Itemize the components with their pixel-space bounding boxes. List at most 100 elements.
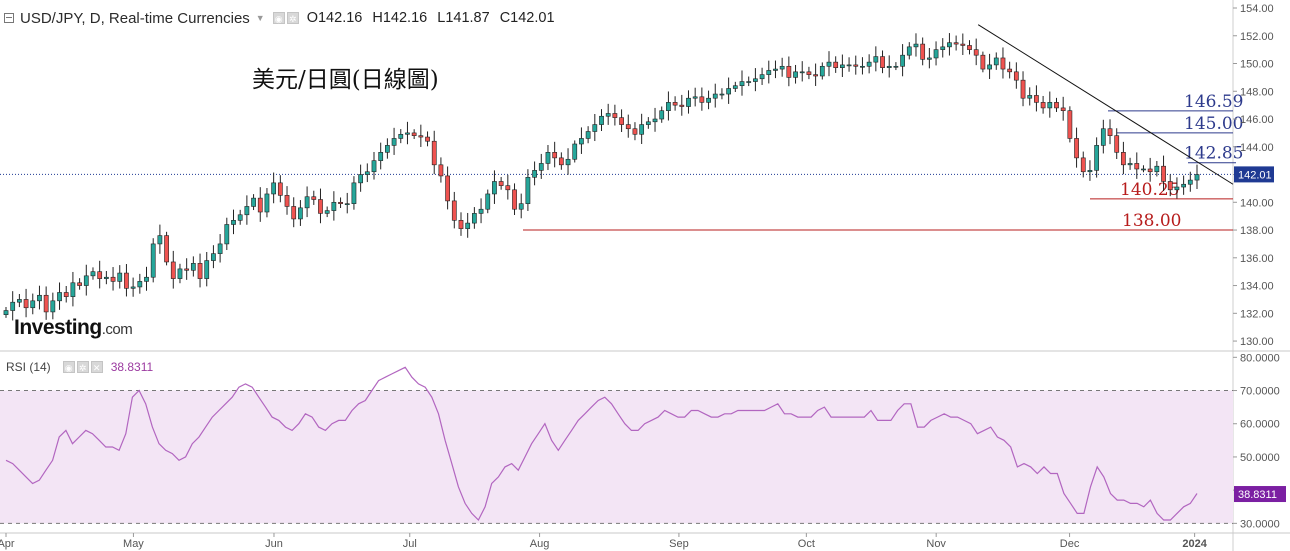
candle-body	[1094, 145, 1100, 171]
candle-body	[739, 81, 745, 87]
candle-body	[773, 68, 778, 71]
candle-body	[157, 235, 163, 245]
window-icon[interactable]	[4, 13, 14, 23]
candle-body	[224, 224, 230, 245]
eye-icon[interactable]: ◉	[272, 12, 285, 24]
candle-body	[344, 203, 350, 205]
candle-body	[338, 201, 343, 204]
candle-body	[492, 181, 497, 195]
eye-icon[interactable]: ◉	[62, 361, 75, 373]
candle-body	[284, 195, 290, 207]
investing-logo: Investing.com	[14, 316, 133, 340]
candle-body	[458, 220, 464, 229]
candle-body	[1147, 168, 1153, 173]
ohlc-close: C142.01	[499, 10, 555, 26]
candle-body	[679, 104, 685, 107]
candle-body	[605, 113, 611, 117]
time-tick-label: May	[123, 538, 144, 550]
candle-body	[277, 182, 283, 196]
candle-body	[385, 145, 390, 153]
price-tick-label: 152.00	[1240, 31, 1274, 43]
candle-body	[873, 56, 879, 63]
candle-body	[585, 131, 591, 139]
candle-body	[110, 276, 116, 282]
candle-body	[478, 208, 484, 214]
price-tick-label: 144.00	[1240, 142, 1274, 154]
gear-icon[interactable]: ✲	[286, 12, 299, 24]
candle-body	[50, 300, 56, 313]
rsi-pane	[0, 366, 1233, 524]
candle-body	[465, 222, 471, 229]
candle-body	[244, 206, 250, 216]
time-tick-label: Apr	[0, 538, 15, 550]
candle-body	[1027, 95, 1033, 99]
level-label: 140.25	[1120, 180, 1179, 200]
time-tick-label: Dec	[1060, 538, 1080, 550]
candle-body	[291, 206, 297, 220]
candle-body	[57, 292, 62, 302]
candle-body	[103, 276, 109, 279]
candle-body	[732, 85, 738, 89]
candle-body	[411, 132, 417, 136]
candle-body	[144, 276, 149, 282]
candle-body	[1154, 165, 1160, 173]
candle-body	[819, 65, 825, 77]
candle-body	[753, 78, 758, 82]
time-tick-label: 2024	[1182, 538, 1207, 550]
candle-body	[993, 57, 999, 66]
candle-body	[712, 93, 718, 99]
rsi-current-value: 38.8311	[110, 360, 154, 374]
candle-body	[766, 70, 772, 75]
gear-icon[interactable]: ✲	[76, 361, 89, 373]
candle-body	[599, 115, 604, 125]
last-price-label: 142.01	[1238, 169, 1272, 181]
candle-body	[378, 152, 384, 161]
rsi-tick-label: 70.0000	[1240, 386, 1280, 398]
candle-body	[364, 171, 370, 175]
candle-body	[1013, 71, 1019, 81]
candle-body	[204, 260, 210, 279]
candle-body	[619, 117, 624, 125]
candle-body	[498, 181, 504, 186]
candle-body	[880, 56, 885, 68]
candle-body	[17, 299, 22, 303]
candle-body	[83, 275, 89, 286]
candles-group	[3, 33, 1200, 321]
candle-body	[860, 65, 865, 68]
candle-body	[886, 65, 892, 68]
candle-body	[799, 71, 805, 74]
candle-body	[833, 61, 839, 68]
candle-body	[652, 118, 658, 123]
candle-body	[1167, 181, 1173, 191]
candle-body	[271, 182, 277, 195]
brand-name: Investing	[14, 316, 102, 339]
candle-body	[63, 292, 69, 297]
rsi-tick-label: 30.0000	[1240, 518, 1280, 530]
caret-down-icon[interactable]: ▼	[255, 13, 265, 23]
candle-body	[358, 174, 363, 184]
candle-body	[371, 160, 377, 173]
price-tick-label: 138.00	[1240, 225, 1274, 237]
candle-body	[177, 268, 183, 279]
candle-body	[846, 64, 852, 67]
candle-body	[920, 43, 926, 60]
candle-body	[759, 74, 765, 80]
price-tick-label: 148.00	[1240, 86, 1274, 98]
brand-suffix: .com	[101, 321, 133, 338]
candle-body	[77, 282, 82, 286]
rsi-band	[0, 390, 1233, 524]
candle-body	[1174, 186, 1180, 191]
candle-body	[197, 263, 203, 279]
chart-header: USD/JPY, D, Real-time Currencies ▼ ◉ ✲ O…	[4, 9, 561, 27]
candle-body	[625, 124, 631, 130]
candle-body	[471, 213, 477, 224]
candle-body	[612, 113, 618, 118]
close-icon[interactable]: ✕	[90, 361, 103, 373]
candle-body	[264, 193, 270, 213]
candle-body	[97, 271, 103, 279]
candle-body	[699, 96, 705, 103]
candle-body	[967, 45, 972, 50]
candle-body	[1134, 163, 1140, 170]
candle-body	[659, 110, 665, 120]
